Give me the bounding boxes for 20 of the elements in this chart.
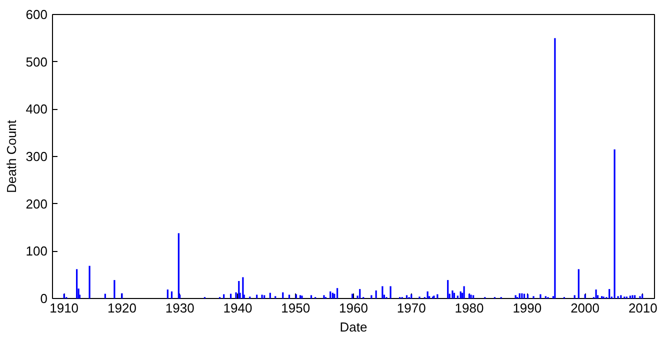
y-tick-label: 100 [26,244,48,259]
x-tick-label: 1940 [223,300,252,316]
x-tick-label: 2010 [628,300,658,316]
x-axis-title: Date [340,320,368,334]
y-tick-label: 400 [26,102,48,117]
y-tick-label: 0 [40,291,48,306]
x-tick-label: 1910 [50,300,79,316]
x-tick-label: 1980 [454,300,484,316]
x-tick-label: 1950 [281,300,310,316]
x-tick-label: 2000 [570,300,600,316]
x-tick-label: 1960 [339,300,368,316]
y-tick-label: 200 [26,196,48,212]
x-tick-label: 1990 [512,300,542,316]
y-tick-label: 500 [26,54,48,70]
y-tick-label: 600 [26,7,48,22]
x-tick-label: 1930 [165,300,194,316]
y-axis-title: Death Count [4,120,19,193]
y-tick-label: 300 [26,149,48,164]
x-tick-label: 1920 [108,300,136,316]
x-tick-label: 1970 [396,300,426,316]
